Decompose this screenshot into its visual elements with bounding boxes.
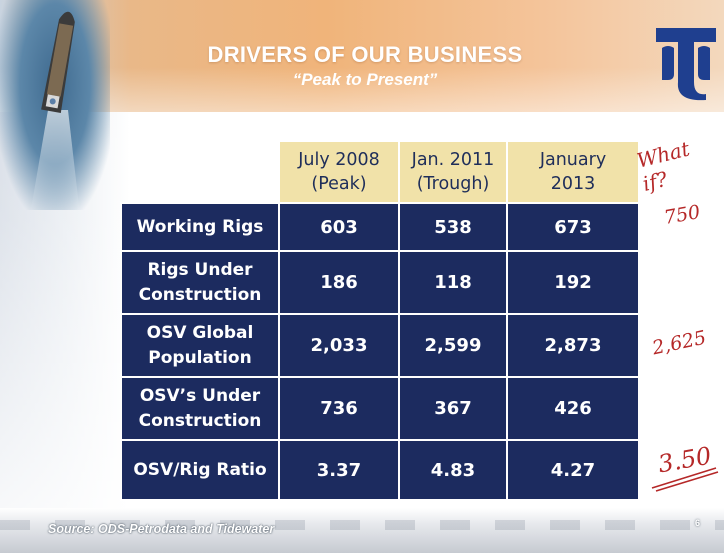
what-if-annotation: What if? [634,136,693,196]
table-cell: 2,033 [278,313,400,378]
column-header-peak: July 2008 (Peak) [278,140,400,204]
slide-title: DRIVERS OF OUR BUSINESS [207,42,523,67]
row-label-text: Construction [138,284,262,305]
column-header-line: (Peak) [311,174,367,194]
row-label-text: Working Rigs [136,216,264,237]
table-cell: 603 [278,202,400,252]
footer-band [0,508,724,553]
table-cell: 118 [398,250,508,315]
page-number: 6 [695,518,701,528]
table-cell: 3.37 [278,439,400,501]
column-header-line: 2013 [550,174,596,194]
table-row: OSV’s Under Construction 736 367 426 [120,376,640,441]
table-cell: 186 [278,250,400,315]
table-row: OSV Global Population 2,033 2,599 2,873 [120,313,640,378]
column-header-current: January 2013 [506,140,640,204]
slide-subtitle: “Peak to Present” [292,70,438,89]
table-cell: 4.27 [506,439,640,501]
column-header-line: (Trough) [416,174,490,194]
row-label-text: OSV/Rig Ratio [133,459,267,480]
table-cell: 2,873 [506,313,640,378]
tidewater-logo-icon [656,28,716,101]
table-header-row: July 2008 (Peak) Jan. 2011 (Trough) Janu… [121,140,640,204]
population-annotation: 2,625 [650,326,709,360]
row-label-text: Construction [138,410,262,431]
table-corner-cell [121,141,280,204]
column-header-trough: Jan. 2011 (Trough) [398,140,508,204]
rigs-annotation: 750 [662,201,702,229]
title-block: DRIVERS OF OUR BUSINESS “Peak to Present… [150,42,580,90]
ratio-underline [651,467,719,492]
table-cell: 538 [398,202,508,252]
table-cell: 736 [278,376,400,441]
row-label-osvs-under-construction: OSV’s Under Construction [120,376,280,441]
drivers-table: July 2008 (Peak) Jan. 2011 (Trough) Janu… [120,140,640,501]
source-note: Source: ODS-Petrodata and Tidewater [48,522,275,536]
table-row: OSV/Rig Ratio 3.37 4.83 4.27 [120,439,640,501]
table-row: Rigs Under Construction 186 118 192 [120,250,640,315]
column-header-line: January [539,150,607,170]
row-label-text: Rigs Under [147,259,253,280]
row-label-osv-rig-ratio: OSV/Rig Ratio [120,439,280,501]
table-row: Working Rigs 603 538 673 [120,202,640,252]
table-cell: 4.83 [398,439,508,501]
row-label-text: OSV Global [146,322,254,343]
ship-icon [30,11,80,215]
table-cell: 192 [506,250,640,315]
row-label-osv-global-population: OSV Global Population [120,313,280,378]
table-cell: 426 [506,376,640,441]
table-cell: 2,599 [398,313,508,378]
row-label-rigs-under-construction: Rigs Under Construction [120,250,280,315]
table-cell: 367 [398,376,508,441]
row-label-text: OSV’s Under [139,385,261,406]
header-banner [0,0,724,112]
column-header-line: July 2008 [298,150,380,170]
row-label-working-rigs: Working Rigs [120,202,280,252]
column-header-line: Jan. 2011 [411,150,495,170]
table-cell: 673 [506,202,640,252]
row-label-text: Population [148,347,252,368]
